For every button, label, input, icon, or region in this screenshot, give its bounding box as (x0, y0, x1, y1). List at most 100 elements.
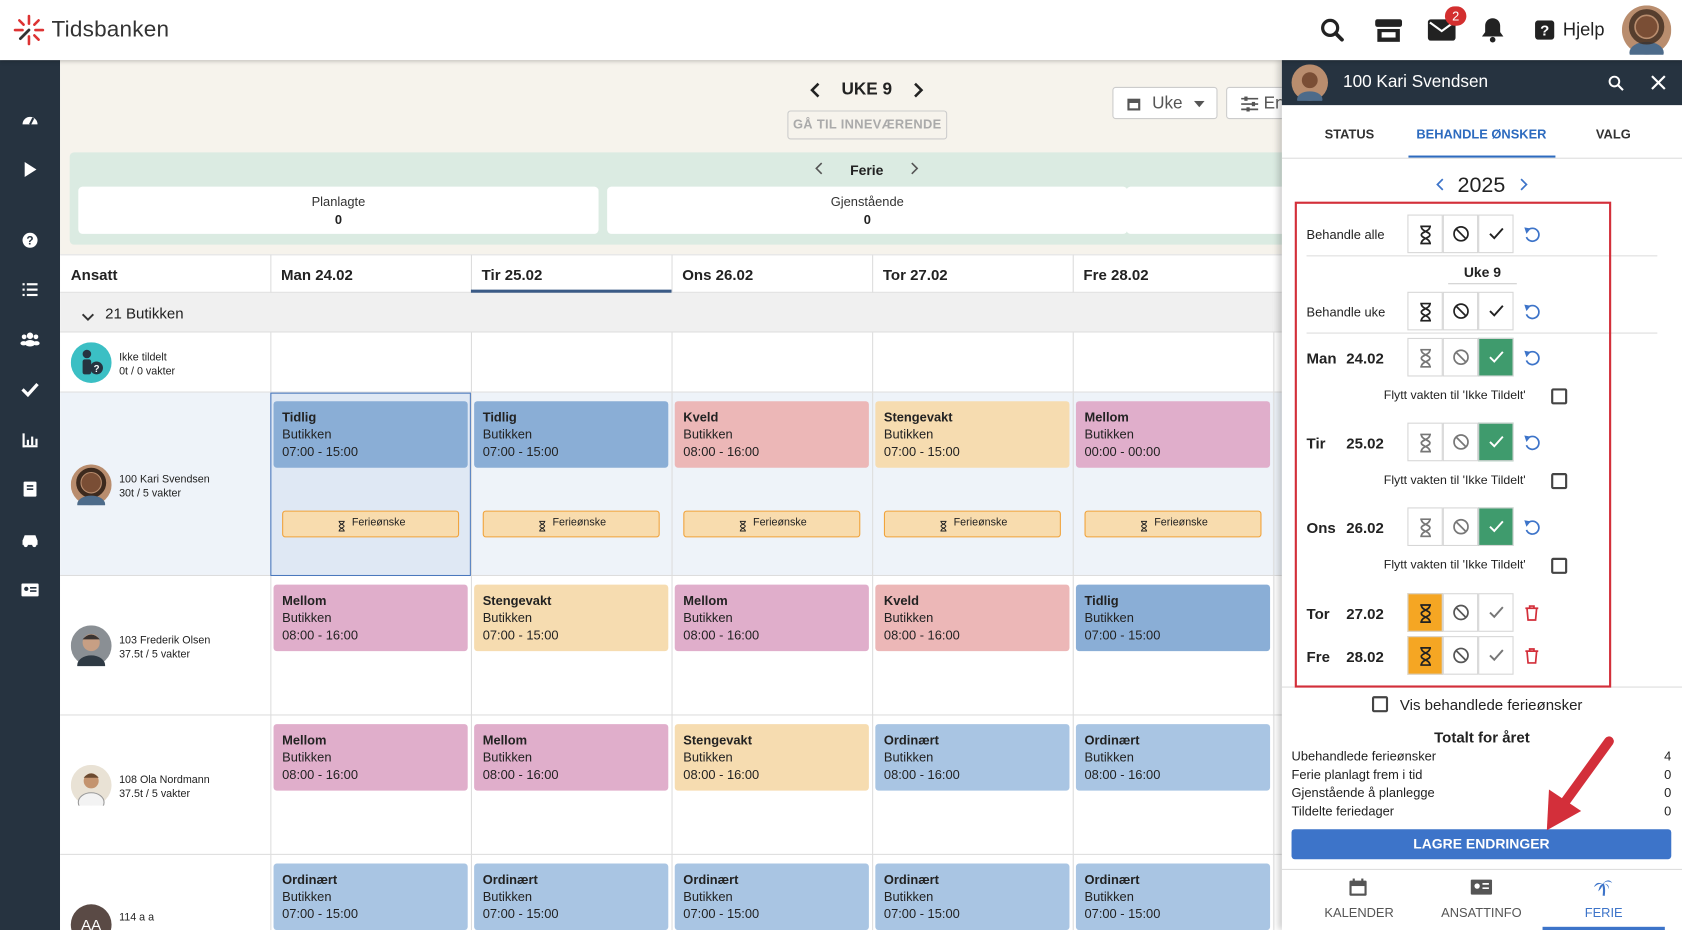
shift[interactable]: Mellom Butikken 08:00 - 16:00 (273, 584, 468, 652)
nav-icon[interactable] (20, 530, 39, 555)
nav-icon[interactable] (20, 280, 39, 305)
action-button[interactable] (1478, 507, 1514, 547)
panel-tab[interactable]: VALG (1595, 126, 1631, 142)
request-button[interactable]: Ferieønske (883, 510, 1061, 538)
panel-tab[interactable]: BEHANDLE ØNSKER (1416, 126, 1547, 142)
icon-svg (1489, 351, 1504, 363)
nav-icon[interactable] (20, 329, 40, 354)
action-button[interactable] (1478, 593, 1514, 632)
shift[interactable]: Ordinært Butikken 07:00 - 15:00 (273, 863, 468, 930)
action-button[interactable] (1407, 507, 1443, 547)
shift[interactable]: Ordinært Butikken 07:00 - 15:00 (474, 863, 669, 930)
request-button[interactable]: Ferieønske (282, 510, 460, 538)
store-icon[interactable] (1374, 17, 1403, 43)
panel-tab[interactable]: STATUS (1324, 126, 1375, 142)
search-icon[interactable] (1320, 18, 1344, 42)
nav-icon[interactable] (20, 160, 39, 185)
bottom-tab[interactable]: ANSATTINFO (1441, 905, 1522, 921)
collapse-icon[interactable] (81, 308, 95, 327)
help-label[interactable]: Hjelp (1562, 19, 1605, 40)
undo-icon[interactable] (1523, 433, 1540, 456)
delete-icon[interactable] (1523, 647, 1540, 671)
mail-icon[interactable] (1427, 19, 1456, 41)
bottom-tab-icon[interactable] (1593, 877, 1614, 902)
action-button[interactable] (1478, 214, 1514, 254)
undo-icon[interactable] (1523, 303, 1540, 326)
nav-icon[interactable] (20, 380, 39, 405)
shift[interactable]: Kveld Butikken 08:00 - 16:00 (674, 401, 869, 468)
show-processed-label: Vis behandlede ferieønsker (1399, 696, 1583, 714)
shift[interactable]: Ordinært Butikken 08:00 - 16:00 (1075, 724, 1271, 791)
shift[interactable]: Mellom Butikken 00:00 - 00:00 (1075, 401, 1271, 468)
column-divider (270, 854, 272, 930)
action-button[interactable] (1442, 337, 1479, 377)
move-checkbox[interactable] (1551, 388, 1568, 405)
bottom-tab[interactable]: KALENDER (1324, 905, 1394, 921)
request-button[interactable]: Ferieønske (1084, 510, 1262, 538)
prev-week[interactable] (808, 82, 823, 99)
action-button[interactable] (1442, 291, 1479, 331)
undo-icon[interactable] (1523, 225, 1540, 248)
shift[interactable]: Mellom Butikken 08:00 - 16:00 (674, 584, 869, 652)
prev-summary[interactable] (814, 162, 825, 175)
action-button[interactable] (1407, 636, 1443, 675)
request-button[interactable]: Ferieønske (683, 510, 861, 538)
action-button[interactable] (1442, 507, 1479, 547)
view-dropdown[interactable]: Uke (1112, 86, 1218, 120)
action-button[interactable] (1442, 214, 1479, 254)
bottom-tab-icon[interactable] (1470, 877, 1493, 902)
shift[interactable]: Ordinært Butikken 07:00 - 15:00 (875, 863, 1070, 930)
panel-close[interactable] (1651, 75, 1666, 90)
shift[interactable]: Tidlig Butikken 07:00 - 15:00 (474, 401, 669, 468)
action-button[interactable] (1407, 291, 1443, 331)
shift[interactable]: Tidlig Butikken 07:00 - 15:00 (273, 401, 468, 468)
action-button[interactable] (1407, 422, 1443, 462)
action-button[interactable] (1407, 593, 1443, 632)
action-button[interactable] (1442, 422, 1479, 462)
show-processed-checkbox[interactable] (1371, 696, 1389, 713)
prev-year[interactable] (1435, 178, 1446, 191)
move-checkbox[interactable] (1551, 473, 1568, 490)
shift[interactable]: Stengevakt Butikken 08:00 - 16:00 (674, 724, 869, 791)
action-button[interactable] (1478, 291, 1514, 331)
action-button[interactable] (1478, 422, 1514, 462)
nav-icon[interactable] (20, 479, 39, 504)
shift[interactable]: Kveld Butikken 08:00 - 16:00 (875, 584, 1070, 652)
undo-icon[interactable] (1523, 349, 1540, 372)
nav-icon[interactable] (20, 430, 39, 455)
action-button[interactable] (1407, 214, 1443, 254)
nav-icon[interactable] (20, 110, 39, 135)
delete-icon[interactable] (1523, 604, 1540, 628)
action-button[interactable] (1478, 337, 1514, 377)
shift[interactable]: Mellom Butikken 08:00 - 16:00 (273, 724, 468, 791)
action-button[interactable] (1407, 337, 1443, 377)
shift[interactable]: Ordinært Butikken 07:00 - 15:00 (674, 863, 869, 930)
undo-icon[interactable] (1523, 518, 1540, 541)
shift[interactable]: Tidlig Butikken 07:00 - 15:00 (1075, 584, 1271, 652)
shift[interactable]: Mellom Butikken 08:00 - 16:00 (474, 724, 669, 791)
shift[interactable]: Ordinært Butikken 07:00 - 15:00 (1075, 863, 1271, 930)
shift[interactable]: Ordinært Butikken 08:00 - 16:00 (875, 724, 1070, 791)
icon-svg (1525, 605, 1539, 621)
goto-current-button[interactable]: GÅ TIL INNEVÆRENDE (787, 110, 948, 140)
action-button[interactable] (1478, 636, 1514, 675)
next-week[interactable] (911, 82, 926, 99)
shift[interactable]: Stengevakt Butikken 07:00 - 15:00 (474, 584, 669, 652)
help-icon[interactable]: ? (1535, 20, 1555, 40)
action-button[interactable] (1442, 593, 1479, 632)
bottom-tab[interactable]: FERIE (1584, 905, 1623, 921)
bottom-tab-icon[interactable] (1348, 877, 1369, 902)
request-button[interactable]: Ferieønske (482, 510, 660, 538)
next-summary[interactable] (909, 162, 920, 175)
nav-icon[interactable]: ? (20, 231, 39, 256)
bell-icon[interactable] (1481, 17, 1504, 43)
shift[interactable]: Stengevakt Butikken 07:00 - 15:00 (875, 401, 1070, 468)
action-button[interactable] (1442, 636, 1479, 675)
next-year[interactable] (1518, 178, 1529, 191)
user-avatar[interactable] (1621, 5, 1672, 55)
icon-polyline (1489, 351, 1504, 363)
save-button[interactable]: LAGRE ENDRINGER (1291, 829, 1672, 860)
move-checkbox[interactable] (1551, 557, 1568, 574)
nav-icon[interactable] (20, 580, 39, 605)
panel-search[interactable] (1608, 75, 1624, 91)
